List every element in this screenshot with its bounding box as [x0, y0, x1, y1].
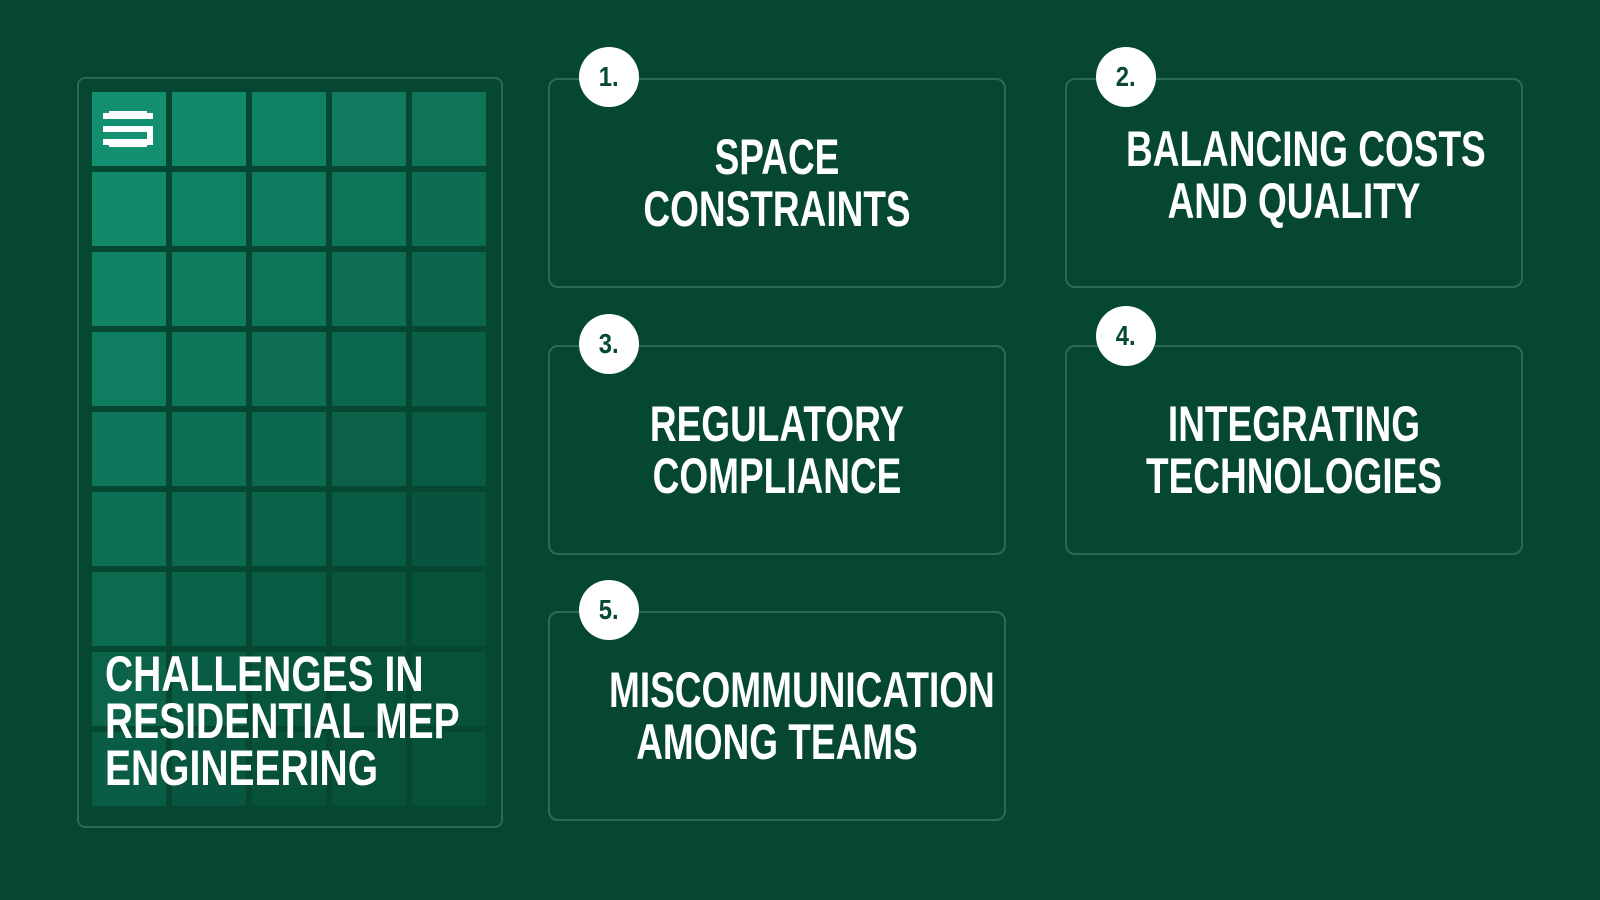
grid-tile: [252, 572, 326, 646]
grid-tile: [172, 252, 246, 326]
grid-tile: [332, 172, 406, 246]
grid-tile: [92, 332, 166, 406]
grid-tile: [332, 732, 406, 806]
grid-tile: [252, 172, 326, 246]
challenge-card-1: 1. SPACE CONSTRAINTS: [548, 47, 1006, 288]
tile-grid: [92, 92, 486, 806]
grid-tile: [172, 332, 246, 406]
challenge-card-4: 4. INTEGRATING TECHNOLOGIES: [1065, 306, 1523, 555]
grid-tile: [252, 652, 326, 726]
grid-tile: [252, 92, 326, 166]
page-title: CHALLENGES IN RESIDENTIAL MEP ENGINEERIN…: [105, 646, 460, 796]
grid-tile: [412, 652, 486, 726]
grid-tile: [172, 412, 246, 486]
grid-tile: [332, 572, 406, 646]
grid-tile: [92, 732, 166, 806]
number-badge: 4.: [1096, 306, 1156, 366]
grid-tile: [412, 492, 486, 566]
number-badge: 3.: [579, 314, 639, 374]
grid-tile: [92, 492, 166, 566]
grid-tile: [252, 732, 326, 806]
grid-tile: [92, 572, 166, 646]
grid-tile: [412, 252, 486, 326]
grid-tile: [252, 332, 326, 406]
grid-tile: [332, 332, 406, 406]
number-badge: 5.: [579, 580, 639, 640]
challenge-title: REGULATORY COMPLIANCE: [649, 396, 905, 504]
number-badge: 2.: [1096, 47, 1156, 107]
title-panel: CHALLENGES IN RESIDENTIAL MEP ENGINEERIN…: [77, 77, 503, 828]
mep-logo-icon: [103, 111, 153, 147]
title-line: ENGINEERING: [105, 740, 379, 796]
grid-tile: [412, 572, 486, 646]
title-line: RESIDENTIAL MEP: [105, 693, 460, 749]
grid-tile: [172, 572, 246, 646]
grid-tile: [412, 412, 486, 486]
grid-tile: [252, 492, 326, 566]
grid-tile: [332, 412, 406, 486]
grid-tile: [92, 412, 166, 486]
grid-tile: [252, 412, 326, 486]
challenge-card-2: 2. BALANCING COSTS AND QUALITY: [1065, 47, 1523, 288]
grid-tile: [332, 652, 406, 726]
challenge-card-3: 3. REGULATORY COMPLIANCE: [548, 314, 1006, 555]
number-badge: 1.: [579, 47, 639, 107]
grid-tile: [332, 252, 406, 326]
challenge-card-5: 5. MISCOMMUNICATION AMONG TEAMS: [548, 580, 1006, 821]
grid-tile: [92, 652, 166, 726]
challenge-title: BALANCING COSTS AND QUALITY: [1126, 121, 1486, 229]
grid-tile: [252, 252, 326, 326]
grid-tile: [412, 732, 486, 806]
title-line: CHALLENGES IN: [105, 646, 424, 702]
grid-tile: [92, 172, 166, 246]
grid-tile: [92, 252, 166, 326]
grid-tile: [332, 492, 406, 566]
grid-tile: [412, 92, 486, 166]
grid-tile: [412, 172, 486, 246]
challenge-title: INTEGRATING TECHNOLOGIES: [1145, 396, 1443, 504]
grid-tile: [412, 332, 486, 406]
grid-tile: [172, 732, 246, 806]
grid-tile: [172, 92, 246, 166]
grid-tile: [172, 652, 246, 726]
grid-tile: [172, 492, 246, 566]
grid-tile: [332, 92, 406, 166]
grid-tile: [172, 172, 246, 246]
challenge-title: SPACE CONSTRAINTS: [643, 129, 911, 237]
challenge-title: MISCOMMUNICATION AMONG TEAMS: [609, 662, 995, 770]
